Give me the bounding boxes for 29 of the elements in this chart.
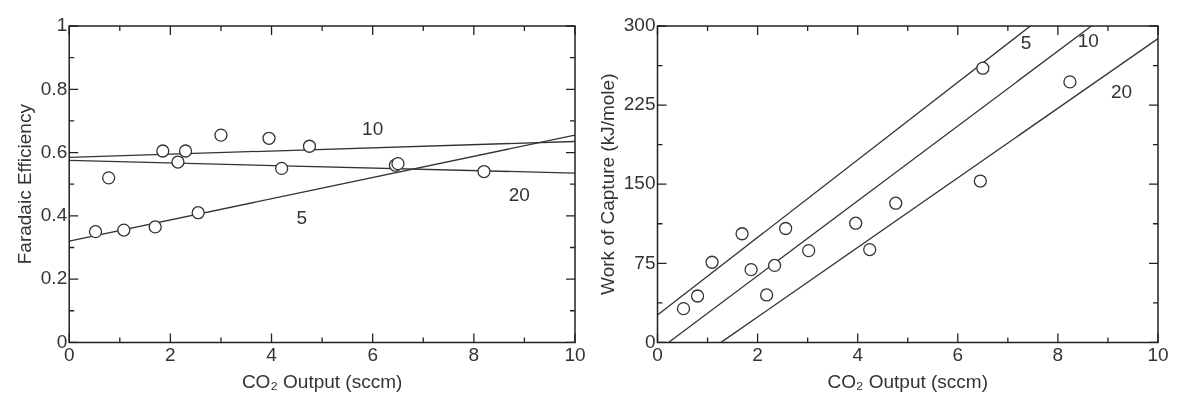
y-tick-label: 0.6 [40, 140, 68, 162]
x-tick-label: 2 [165, 344, 176, 366]
y-tick-label: 0.4 [40, 204, 68, 226]
x-tick-label: 4 [852, 344, 864, 366]
x-tick-label: 10 [1147, 344, 1169, 366]
y-tick-label: 150 [623, 172, 656, 194]
y-tick-label: 0.2 [40, 267, 68, 289]
series-label: 20 [1111, 81, 1133, 103]
y-tick-label: 300 [623, 14, 656, 36]
x-axis-title: CO₂ Output (sccm) [827, 370, 988, 392]
x-tick-label: 6 [952, 344, 964, 366]
y-axis-title: Work of Capture (kJ/mole) [596, 73, 618, 295]
y-axis-title: Faradaic Efficiency [13, 103, 35, 265]
y-tick-label: 1 [56, 14, 68, 36]
x-tick-label: 8 [1052, 344, 1064, 366]
series-label: 5 [296, 206, 308, 228]
y-tick-label: 0.8 [40, 77, 68, 99]
series-label: 10 [362, 118, 384, 140]
series-label: 5 [1020, 31, 1032, 53]
x-tick-label: 6 [367, 344, 378, 366]
x-tick-label: 10 [564, 344, 586, 366]
x-axis-title: CO₂ Output (sccm) [241, 370, 403, 392]
y-tick-label: 225 [623, 93, 656, 115]
x-tick-label: 8 [468, 344, 480, 366]
series-label: 10 [1077, 30, 1099, 52]
series-label: 20 [508, 183, 530, 205]
x-tick-label: 2 [752, 344, 763, 366]
x-tick-label: 4 [266, 344, 278, 366]
y-tick-label: 75 [634, 251, 656, 273]
